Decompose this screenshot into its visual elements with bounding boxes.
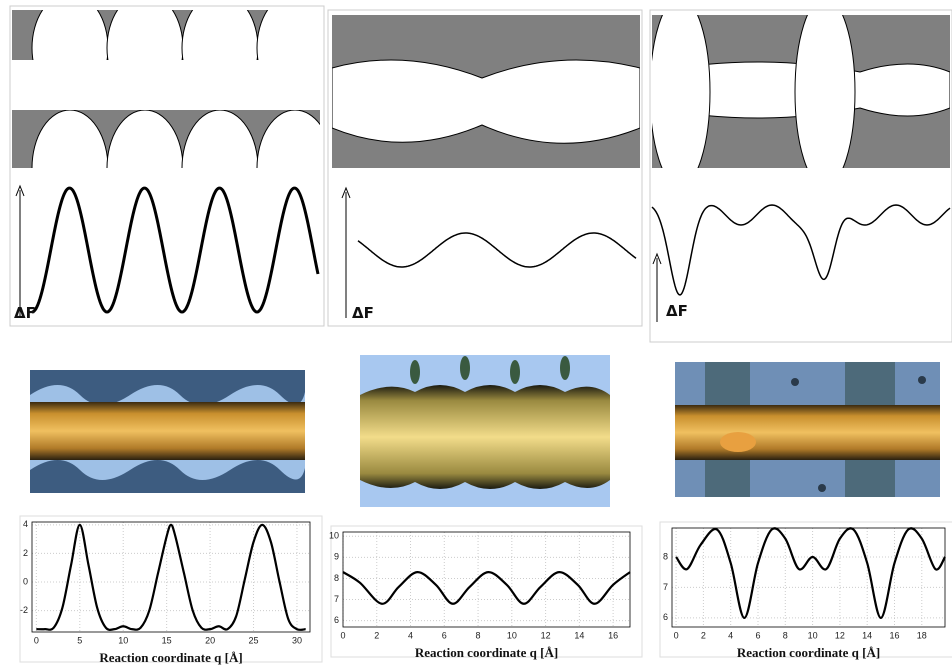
x-tick-label: 15 [162, 635, 172, 645]
figure: ΔF ΔF ΔF [0, 0, 952, 668]
x-tick-label: 30 [292, 635, 302, 645]
y-tick-label: 0 [23, 576, 28, 586]
y-tick-label: 6 [663, 612, 668, 622]
x-tick-label: 12 [835, 630, 845, 640]
x-tick-label: 25 [249, 635, 259, 645]
schematic-1: ΔF [10, 0, 333, 326]
x-tick-label: 6 [442, 630, 447, 640]
schematic-2: ΔF [328, 10, 642, 326]
y-tick-label: 2 [23, 548, 28, 558]
x-tick-label: 0 [340, 630, 345, 640]
x-tick-label: 4 [728, 630, 733, 640]
rendering-3 [675, 362, 940, 497]
x-tick-label: 8 [476, 630, 481, 640]
y-tick-label: 6 [334, 615, 339, 625]
y-tick-label: 9 [334, 552, 339, 562]
schematic-3: ΔF [650, 0, 952, 342]
x-tick-label: 20 [205, 635, 215, 645]
rendering-1 [30, 370, 305, 493]
x-tick-label: 10 [118, 635, 128, 645]
y-tick-label: 7 [663, 582, 668, 592]
x-tick-label: 0 [674, 630, 679, 640]
x-tick-label: 10 [507, 630, 517, 640]
x-tick-label: 5 [77, 635, 82, 645]
x-axis-label: Reaction coordinate q [Å] [415, 645, 558, 660]
x-tick-label: 4 [408, 630, 413, 640]
y-tick-label: 8 [663, 551, 668, 561]
x-tick-label: 16 [889, 630, 899, 640]
x-tick-label: 14 [574, 630, 584, 640]
y-tick-label: 7 [334, 594, 339, 604]
x-axis-label: Reaction coordinate q [Å] [737, 645, 880, 660]
x-tick-label: 10 [808, 630, 818, 640]
x-tick-label: 12 [541, 630, 551, 640]
x-tick-label: 18 [917, 630, 927, 640]
x-tick-label: 16 [608, 630, 618, 640]
x-tick-label: 14 [862, 630, 872, 640]
x-axis-label: Reaction coordinate q [Å] [99, 650, 242, 665]
x-tick-label: 6 [755, 630, 760, 640]
x-tick-label: 0 [34, 635, 39, 645]
delta-f-label: ΔF [14, 304, 36, 322]
delta-f-label: ΔF [666, 302, 688, 320]
y-tick-label: -2 [20, 605, 28, 615]
rendering-2 [360, 355, 610, 507]
y-tick-label: 4 [23, 519, 28, 529]
y-tick-label: 10 [329, 531, 339, 541]
x-tick-label: 2 [374, 630, 379, 640]
y-tick-label: 8 [334, 573, 339, 583]
delta-f-label: ΔF [352, 304, 374, 322]
x-tick-label: 8 [783, 630, 788, 640]
x-tick-label: 2 [701, 630, 706, 640]
